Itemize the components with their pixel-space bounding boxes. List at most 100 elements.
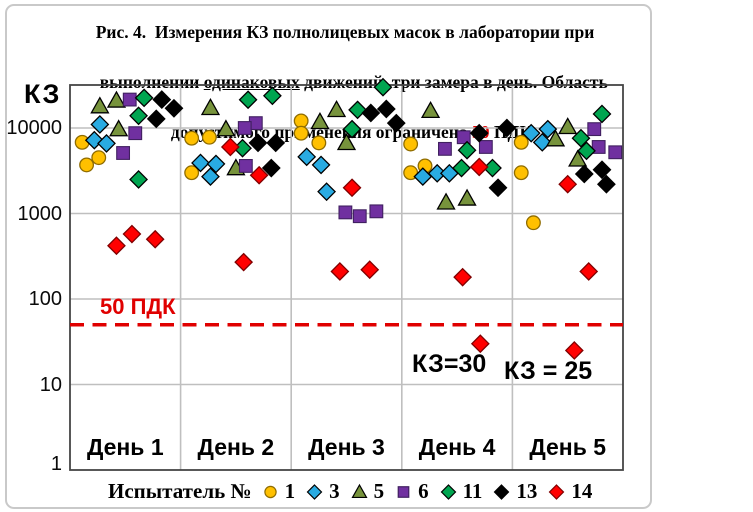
data-point-subject-13: [497, 118, 517, 138]
caption-prefix: Рис. 4.: [95, 22, 147, 42]
data-point-subject-3: [311, 155, 331, 175]
square-marker-icon: [397, 486, 410, 498]
data-point-subject-3: [297, 147, 317, 167]
plot-border: [69, 84, 624, 471]
data-point-subject-13: [376, 99, 396, 119]
legend-items: 1 3 5 6 11 13 14: [261, 479, 592, 504]
data-point-subject-5: [216, 119, 236, 137]
y-tick-label: 10: [39, 373, 62, 396]
data-point-subject-14: [122, 224, 142, 244]
data-point-subject-6: [369, 204, 384, 219]
data-point-subject-11: [592, 104, 612, 124]
y-tick-label: 10000: [6, 117, 62, 139]
data-point-subject-11: [238, 90, 258, 110]
data-point-subject-1: [91, 150, 107, 166]
data-point-subject-6: [122, 92, 137, 107]
data-point-subject-1: [201, 129, 217, 145]
data-point-subject-1: [74, 134, 90, 150]
legend-item-label: 6: [418, 479, 429, 503]
caption-underlined-word: одинаковых: [203, 72, 300, 92]
data-point-subject-5: [326, 100, 347, 118]
data-point-subject-11: [134, 88, 154, 108]
day-label: День 1: [86, 434, 164, 460]
y-tick-label: 1000: [17, 202, 63, 225]
data-point-subject-11: [457, 140, 477, 160]
data-point-subject-6: [438, 141, 452, 156]
data-point-subject-14: [234, 252, 254, 272]
y-tick-label: 100: [28, 288, 62, 310]
data-point-subject-6: [352, 209, 367, 224]
data-point-subject-1: [184, 165, 200, 181]
data-point-subject-13: [469, 123, 489, 143]
legend-item-subject-3: 3: [305, 479, 340, 504]
data-point-subject-14: [469, 157, 489, 177]
legend-item-label: 3: [329, 479, 340, 503]
legend-marker-shape: [263, 485, 277, 499]
data-point-subject-13: [386, 113, 406, 133]
legend-title: Испытатель №: [108, 479, 252, 503]
data-point-subject-5: [568, 149, 588, 167]
data-point-subject-5: [420, 100, 441, 119]
caption-line1: Измерения КЗ полнолицевых масок в лабора…: [146, 22, 595, 42]
data-point-subject-3: [317, 182, 337, 202]
legend-item-subject-5: 5: [350, 479, 384, 504]
diamond-marker-icon: [440, 484, 456, 500]
data-point-subject-1: [184, 130, 200, 146]
legend-item-label: 1: [284, 479, 296, 503]
legend-item-subject-6: 6: [394, 479, 429, 504]
data-point-subject-14: [558, 174, 578, 194]
data-point-subject-3: [532, 132, 552, 152]
data-point-subject-13: [361, 103, 381, 123]
data-point-subject-14: [470, 334, 490, 354]
diamond-marker-icon: [549, 484, 565, 500]
legend-item-subject-11: 11: [439, 479, 482, 504]
data-point-subject-11: [262, 86, 282, 106]
data-point-subject-11: [577, 141, 596, 161]
day-label: День 5: [529, 434, 607, 460]
diamond-marker-icon: [306, 484, 323, 500]
data-point-subject-3: [538, 119, 558, 139]
data-point-subject-1: [513, 134, 529, 150]
data-point-subject-13: [164, 98, 184, 118]
data-point-subject-3: [521, 123, 541, 143]
legend-marker-shape: [549, 484, 565, 500]
data-point-subject-13: [248, 133, 268, 153]
data-point-subject-6: [608, 145, 623, 160]
data-point-subject-14: [145, 229, 165, 249]
data-point-subject-6: [587, 122, 602, 137]
data-point-subject-1: [311, 135, 327, 151]
data-point-subject-5: [106, 90, 127, 108]
data-point-subject-3: [97, 134, 116, 153]
triangle-marker-icon: [351, 483, 368, 499]
data-point-subject-14: [564, 341, 584, 360]
day-label: День 3: [308, 434, 385, 460]
data-point-subject-13: [266, 133, 286, 153]
data-point-subject-5: [336, 133, 357, 151]
data-point-subject-13: [596, 174, 616, 194]
data-point-subject-5: [436, 192, 456, 210]
data-point-subject-5: [558, 117, 578, 135]
y-tick-label: 1: [50, 453, 62, 475]
legend-marker-shape: [351, 483, 368, 499]
data-point-subject-6: [238, 159, 253, 173]
data-point-subject-6: [128, 126, 143, 141]
data-point-subject-14: [360, 260, 380, 280]
chart-frame: [5, 4, 652, 509]
data-point-subject-6: [237, 121, 252, 135]
data-point-subject-5: [457, 188, 477, 206]
figure-caption: Рис. 4. Измерения КЗ полнолицевых масок …: [55, 20, 635, 170]
data-point-subject-6: [338, 205, 353, 220]
data-point-subject-3: [90, 115, 110, 134]
legend-marker-shape: [494, 484, 510, 500]
data-point-subject-11: [373, 77, 393, 97]
data-point-subject-13: [146, 109, 166, 129]
legend-item-subject-14: 14: [547, 479, 592, 504]
legend-item-subject-13: 13: [492, 479, 537, 504]
day-label: День 4: [418, 434, 496, 460]
circle-marker-icon: [263, 485, 277, 499]
data-point-subject-11: [129, 170, 148, 189]
data-point-subject-14: [342, 178, 362, 198]
data-point-subject-11: [452, 158, 471, 178]
legend-marker-shape: [306, 484, 323, 500]
